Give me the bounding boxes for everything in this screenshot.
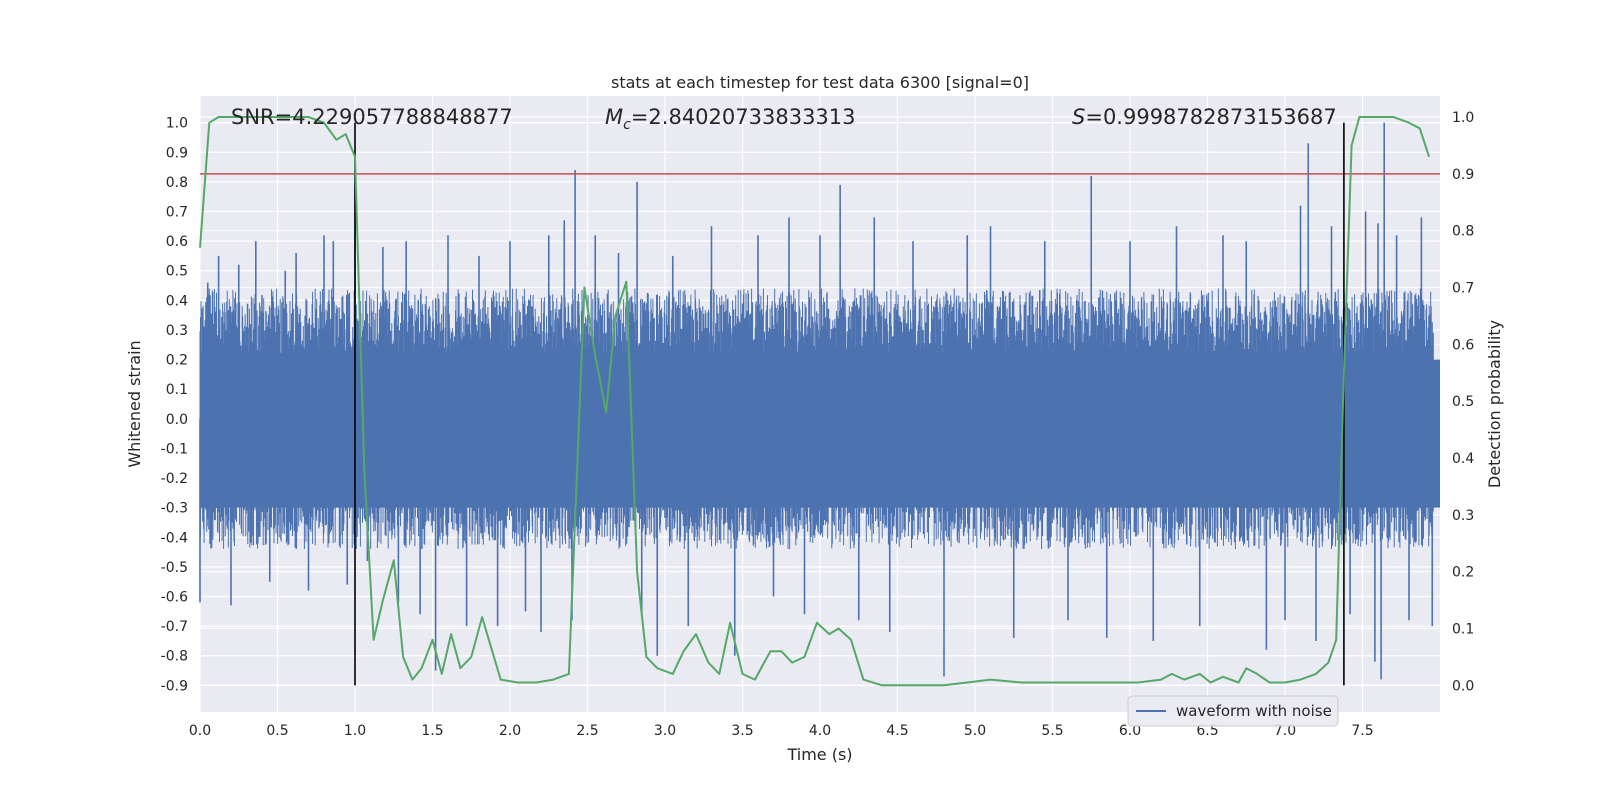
x-tick-label: 3.5 (731, 723, 753, 739)
x-tick-label: 5.0 (964, 723, 986, 739)
y-left-tick-label: 0.1 (166, 382, 188, 398)
x-tick-label: 1.5 (421, 723, 443, 739)
waveform-series (199, 122, 1440, 680)
y-right-tick-label: 1.0 (1452, 110, 1474, 126)
x-tick-labels: 0.0 0.5 1.0 1.5 2.0 2.5 3.0 3.5 4.0 4.5 5.0 5.5 6.0 6… (189, 723, 1374, 739)
y-left-tick-label: -0.5 (161, 560, 188, 576)
y-left-tick-label: -0.8 (161, 649, 188, 665)
y-right-tick-label: 0.3 (1452, 508, 1474, 524)
x-tick-label: 2.0 (499, 723, 521, 739)
chirp-mass-value: =2.84020733833313 (631, 105, 856, 129)
y-left-tick-label: -0.7 (161, 619, 188, 635)
x-axis-label: Time (s) (786, 745, 852, 764)
x-tick-label: 7.5 (1351, 723, 1373, 739)
y-right-tick-label: 0.4 (1452, 451, 1474, 467)
x-tick-label: 2.5 (576, 723, 598, 739)
y-axis-label-left: Whitened strain (125, 340, 144, 467)
y-right-tick-label: 0.7 (1452, 281, 1474, 297)
y-right-tick-label: 0.1 (1452, 621, 1474, 637)
y-left-tick-labels: 1.0 0.9 0.8 0.7 0.6 0.5 0.4 0.3 0.2 0.1 0.0 -0.1 -0.… (161, 116, 188, 695)
y-right-tick-label: 0.6 (1452, 337, 1474, 353)
y-left-tick-label: -0.1 (161, 441, 188, 457)
y-left-tick-label: 0.3 (166, 323, 188, 339)
chirp-mass-annotation: Mc=2.84020733833313 (605, 105, 856, 133)
x-tick-label: 1.0 (344, 723, 366, 739)
y-axis-label-right: Detection probability (1485, 320, 1504, 488)
chirp-mass-symbol: M (605, 105, 623, 129)
x-tick-label: 6.0 (1119, 723, 1141, 739)
x-tick-label: 6.5 (1196, 723, 1218, 739)
y-left-tick-label: -0.2 (161, 471, 188, 487)
statistic-value: =0.9998782873153687 (1085, 105, 1336, 129)
chirp-mass-subscript: c (623, 117, 631, 133)
y-right-tick-label: 0.2 (1452, 565, 1474, 581)
y-left-tick-label: 0.7 (166, 205, 188, 221)
y-left-tick-label: 0.9 (166, 145, 188, 161)
legend: waveform with noise (1127, 695, 1339, 727)
y-left-tick-label: 0.8 (166, 175, 188, 191)
x-tick-label: 0.5 (266, 723, 288, 739)
probability-line (199, 116, 1431, 687)
snr-annotation: SNR=4.229057788848877 (231, 105, 513, 129)
y-right-tick-label: 0.0 (1452, 678, 1474, 694)
y-left-tick-label: -0.4 (161, 530, 188, 546)
y-right-tick-label: 0.8 (1452, 224, 1474, 240)
snr-statistic-annotation: S=0.9998782873153687 (1072, 105, 1337, 129)
chart-title: stats at each timestep for test data 630… (611, 73, 1029, 92)
x-tick-label: 4.0 (809, 723, 831, 739)
y-left-tick-label: 0.0 (166, 412, 188, 428)
y-left-tick-label: -0.9 (161, 678, 188, 694)
y-left-tick-label: 0.6 (166, 234, 188, 250)
y-right-tick-label: 0.5 (1452, 394, 1474, 410)
x-tick-label: 4.5 (886, 723, 908, 739)
y-left-tick-label: -0.6 (161, 590, 188, 606)
legend-box (1127, 695, 1339, 727)
legend-label: waveform with noise (1176, 702, 1332, 720)
statistic-symbol: S (1072, 105, 1085, 129)
y-left-tick-label: -0.3 (161, 501, 188, 517)
y-right-tick-label: 0.9 (1452, 167, 1474, 183)
x-tick-label: 7.0 (1274, 723, 1296, 739)
x-tick-label: 3.0 (654, 723, 676, 739)
x-tick-label: 5.5 (1041, 723, 1063, 739)
x-tick-label: 0.0 (189, 723, 211, 739)
probability-series (199, 116, 1431, 687)
y-left-tick-label: 0.2 (166, 353, 188, 369)
y-left-tick-label: 0.5 (166, 264, 188, 280)
y-left-tick-label: 0.4 (166, 293, 188, 309)
y-left-tick-label: 1.0 (166, 116, 188, 132)
y-right-tick-labels: 1.0 0.9 0.8 0.7 0.6 0.5 0.4 0.3 0.2 0.1 0.0 (1452, 110, 1474, 694)
